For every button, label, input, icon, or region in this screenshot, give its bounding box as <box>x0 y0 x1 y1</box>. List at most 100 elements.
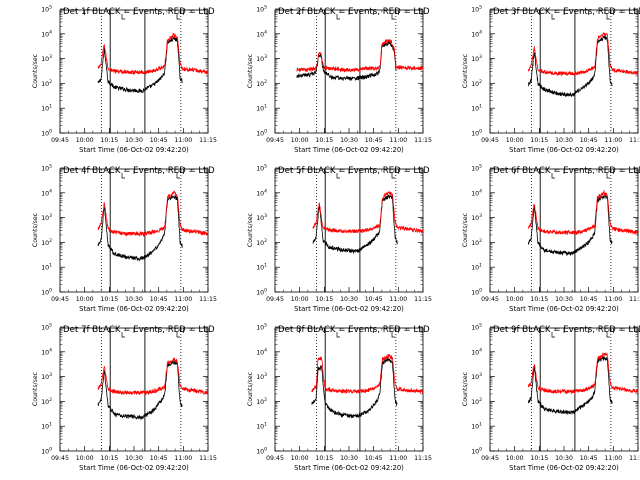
y-axis-label: Counts/sec <box>462 53 469 88</box>
x-tick-label: 10:00 <box>506 296 524 303</box>
x-tick-label: 10:30 <box>125 296 143 303</box>
chart-panel-2: Det 2f BLACK = Events, RED = LLD 100 101 10… <box>247 5 432 155</box>
chart-panel-4: Det 4f BLACK = Events, RED = LLD 100 101 10… <box>32 164 217 314</box>
y-tick-label: 105 <box>41 164 52 173</box>
x-tick-label: 10:15 <box>100 137 118 144</box>
y-tick-label: 100 <box>41 447 52 456</box>
panel-title: Det 7f BLACK = Events, RED = LLD <box>63 325 215 335</box>
x-tick-label: 11:00 <box>389 455 407 462</box>
x-tick-label: 10:30 <box>555 455 573 462</box>
y-tick-label: 103 <box>471 372 482 381</box>
x-tick-label: 11:15 <box>414 455 432 462</box>
chart-panel-3: Det 3f BLACK = Events, RED = LLD 100 101 10… <box>462 5 640 155</box>
y-tick-label: 103 <box>471 54 482 63</box>
y-tick-label: 101 <box>256 263 267 272</box>
x-tick-label: 10:00 <box>291 296 309 303</box>
series-line-events <box>527 356 613 415</box>
chart-panel-5: Det 5f BLACK = Events, RED = LLD 100 101 10… <box>247 164 432 314</box>
y-tick-label: 103 <box>256 213 267 222</box>
y-axis-label: Counts/sec <box>32 53 39 88</box>
x-tick-label: 10:15 <box>530 137 548 144</box>
x-tick-label: 11:00 <box>604 296 622 303</box>
series-line-lld <box>97 190 209 237</box>
y-tick-label: 102 <box>471 79 482 88</box>
x-tick-label: 10:00 <box>76 455 94 462</box>
segment-marker <box>606 170 612 179</box>
x-tick-label: 11:15 <box>629 296 640 303</box>
x-tick-label: 10:00 <box>506 455 524 462</box>
x-tick-label: 09:45 <box>481 296 499 303</box>
y-tick-label: 104 <box>41 29 52 38</box>
y-tick-label: 102 <box>471 238 482 247</box>
series-line-lld <box>311 354 424 394</box>
segment-marker <box>391 11 397 20</box>
series-line-lld <box>527 31 639 77</box>
y-tick-label: 101 <box>41 104 52 113</box>
y-tick-label: 102 <box>256 79 267 88</box>
x-tick-label: 10:00 <box>291 455 309 462</box>
x-tick-label: 10:30 <box>340 137 358 144</box>
x-tick-label: 11:15 <box>199 455 217 462</box>
y-tick-label: 100 <box>41 129 52 138</box>
y-tick-label: 101 <box>256 104 267 113</box>
x-axis-label: Start Time (06-Oct-02 09:42:20) <box>509 305 619 313</box>
series-line-lld <box>527 352 639 395</box>
y-tick-label: 105 <box>41 323 52 332</box>
x-tick-label: 09:45 <box>266 455 284 462</box>
plot-frame <box>489 327 639 452</box>
segment-marker <box>121 14 125 20</box>
x-tick-label: 10:45 <box>580 296 598 303</box>
y-tick-label: 102 <box>471 397 482 406</box>
chart-panel-6: Det 6f BLACK = Events, RED = LLD 100 101 10… <box>462 164 640 314</box>
segment-marker <box>551 173 555 179</box>
x-tick-label: 11:15 <box>629 455 640 462</box>
y-tick-label: 104 <box>471 347 482 356</box>
x-tick-label: 11:00 <box>174 296 192 303</box>
series-line-events <box>312 194 398 255</box>
y-tick-label: 103 <box>41 213 52 222</box>
x-tick-label: 10:30 <box>340 296 358 303</box>
x-tick-label: 11:15 <box>414 296 432 303</box>
series-line-events <box>527 194 613 256</box>
panel-title: Det 1f BLACK = Events, RED = LLD <box>63 7 215 17</box>
series-line-events <box>527 35 613 98</box>
panel-title: Det 5f BLACK = Events, RED = LLD <box>278 166 430 176</box>
y-tick-label: 105 <box>256 164 267 173</box>
series-line-events <box>311 357 398 419</box>
x-tick-label: 10:30 <box>555 296 573 303</box>
x-tick-label: 10:30 <box>125 137 143 144</box>
segment-marker <box>551 332 555 338</box>
segment-marker <box>176 170 182 179</box>
y-tick-label: 103 <box>41 372 52 381</box>
panel-title: Det 9f BLACK = Events, RED = LLD <box>493 325 640 335</box>
segment-marker <box>336 332 340 338</box>
panel-title: Det 2f BLACK = Events, RED = LLD <box>278 7 430 17</box>
x-tick-label: 10:45 <box>365 296 383 303</box>
x-axis-label: Start Time (06-Oct-02 09:42:20) <box>79 305 189 313</box>
y-axis-label: Counts/sec <box>462 212 469 247</box>
y-tick-label: 100 <box>471 288 482 297</box>
series-line-lld <box>296 38 424 73</box>
x-tick-label: 09:45 <box>51 455 69 462</box>
y-tick-label: 101 <box>41 422 52 431</box>
y-tick-label: 104 <box>471 188 482 197</box>
chart-panel-1: Det 1f BLACK = Events, RED = LLD 100 101 10… <box>32 5 217 155</box>
x-axis-label: Start Time (06-Oct-02 09:42:20) <box>79 464 189 472</box>
x-tick-label: 09:45 <box>51 296 69 303</box>
x-tick-label: 10:30 <box>555 137 573 144</box>
y-axis-label: Counts/sec <box>247 212 254 247</box>
panel-title: Det 6f BLACK = Events, RED = LLD <box>493 166 640 176</box>
y-tick-label: 104 <box>41 347 52 356</box>
y-tick-label: 100 <box>471 129 482 138</box>
y-tick-label: 100 <box>471 447 482 456</box>
y-tick-label: 104 <box>256 188 267 197</box>
series-line-events <box>97 35 183 94</box>
y-tick-label: 105 <box>471 5 482 14</box>
x-tick-label: 10:30 <box>125 455 143 462</box>
series-line-events <box>97 360 183 421</box>
x-tick-label: 10:15 <box>100 455 118 462</box>
x-tick-label: 11:15 <box>199 137 217 144</box>
x-tick-label: 10:45 <box>150 296 168 303</box>
y-axis-label: Counts/sec <box>462 371 469 406</box>
